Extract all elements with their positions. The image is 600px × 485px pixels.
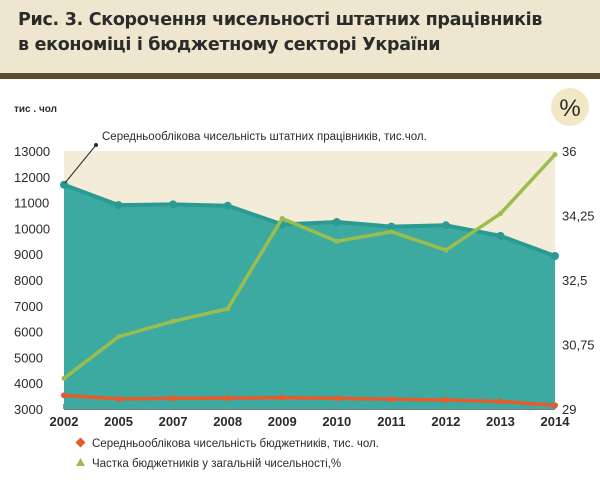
point-budget-employees [497,398,504,405]
y-tick-right: 30,75 [562,338,595,353]
chart-title-line1: Рис. 3. Скорочення чисельності штатних п… [18,10,543,30]
point-budget-employees [333,395,340,402]
x-tick-label: 2011 [377,414,405,429]
legend: Середньооблікова чисельність бюджетників… [75,437,379,470]
point-total-employees [60,180,68,189]
y-axis-right-unit: % [559,95,580,122]
percent-badge-circle [551,88,589,126]
y-tick-right: 29 [562,402,576,417]
y-axis-left: 3000 4000 5000 6000 7000 8000 9000 10000 11000 12… [14,144,50,417]
legend-label-budget-employees: Середньооблікова чисельність бюджетників… [92,438,379,450]
y-tick-left: 3000 [14,402,43,417]
point-budget-share [334,238,340,244]
chart-title: Рис. 3. Скорочення чисельності штатних п… [18,8,588,58]
y-tick-left: 11000 [14,196,49,211]
y-tick-right: 34,25 [562,209,595,224]
point-total-employees [551,252,559,261]
point-budget-share [225,306,231,312]
area-total-employees [64,184,555,409]
y-tick-right: 32,5 [562,273,587,288]
y-tick-left: 9000 [14,247,43,262]
y-tick-left: 8000 [14,273,43,288]
point-budget-employees [170,395,177,402]
point-total-employees [332,217,341,226]
point-total-employees [496,231,505,240]
point-total-employees [387,222,396,231]
chart: 3000 4000 5000 6000 7000 8000 9000 10000 11000 12… [14,88,595,470]
point-total-employees [441,221,450,230]
x-tick-label: 2009 [268,414,297,429]
point-budget-share [279,215,285,221]
series-layer [60,152,559,409]
x-tick-label: 2008 [213,414,242,429]
line-budget-share [62,153,557,380]
legend-marker-budget-share [76,458,85,466]
line-budget-employees [63,393,556,408]
annotation: Середньооблікова чисельність штатних пра… [64,131,427,184]
y-tick-left: 6000 [14,325,43,340]
header-background [0,0,600,73]
point-budget-employees [115,395,122,402]
legend-label-budget-share: Частка бюджетників у загальній чисельнос… [92,458,341,470]
point-budget-share [497,211,503,217]
annotation-leader [64,144,97,184]
legend-item-budget-share: Частка бюджетників у загальній чисельнос… [76,458,341,470]
x-tick-label: 2007 [159,414,188,429]
legend-item-budget-employees: Середньооблікова чисельність бюджетників… [75,437,379,450]
y-axis-right: 29 30,75 32,5 34,25 36 [562,144,595,417]
x-tick-label: 2013 [486,414,515,429]
point-budget-employees [61,392,67,399]
point-budget-employees [388,396,395,403]
y-tick-left: 10000 [14,221,50,236]
x-tick-label: 2012 [431,414,460,429]
y-tick-right: 36 [562,144,576,159]
point-budget-employees [442,396,449,403]
point-budget-employees [224,395,231,402]
point-budget-share [61,375,67,381]
point-budget-share [443,247,449,253]
x-tick-label: 2014 [541,414,571,429]
point-budget-share [170,318,176,324]
annotation-text: Середньооблікова чисельність штатних пра… [102,131,427,143]
point-budget-employees [552,402,558,409]
chart-title-line2: в економіці і бюджетному секторі України [18,35,441,55]
point-budget-employees [279,394,286,401]
header-divider [0,73,600,79]
y-tick-left: 4000 [14,376,43,391]
point-total-employees [114,201,123,210]
x-tick-label: 2010 [322,414,351,429]
point-budget-share [388,229,394,235]
point-total-employees [223,201,232,210]
y-tick-left: 12000 [14,170,50,185]
point-budget-share [552,152,558,158]
y-axis-left-unit: тис . чол [14,104,57,115]
legend-marker-budget-employees [75,437,86,448]
percent-badge: % [551,88,589,126]
x-tick-label: 2002 [50,414,79,429]
point-budget-share [116,334,122,340]
y-tick-left: 7000 [14,299,43,314]
point-total-employees [169,200,178,209]
annotation-dot [94,143,98,147]
y-tick-left: 5000 [14,350,43,365]
y-tick-left: 13000 [14,144,50,159]
x-tick-label: 2005 [104,414,133,429]
x-axis: 2002 2005 2007 2008 2009 2010 2011 2012 2013 2014 [50,404,571,429]
